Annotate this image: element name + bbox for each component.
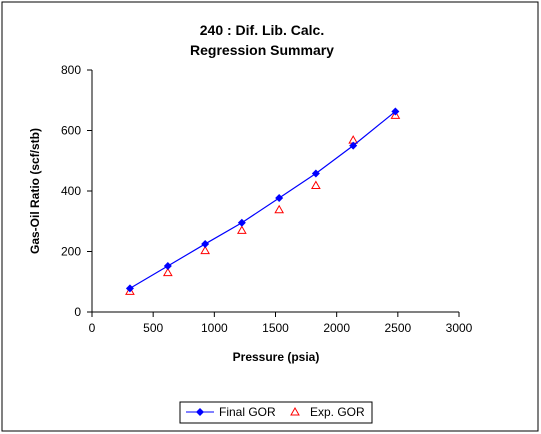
legend-exp-gor-label: Exp. GOR <box>310 405 365 419</box>
y-tick-label: 400 <box>61 184 81 198</box>
x-axis-title: Pressure (psia) <box>233 350 320 364</box>
y-tick-label: 600 <box>61 124 81 138</box>
final-gor-point <box>237 218 246 227</box>
legend-final-gor-label: Final GOR <box>219 405 276 419</box>
y-tick-label: 200 <box>61 245 81 259</box>
x-tick-label: 2000 <box>323 321 350 335</box>
exp-gor-point <box>162 267 173 277</box>
final-gor-point <box>391 107 400 116</box>
x-tick-label: 500 <box>143 321 163 335</box>
y-tick-label: 800 <box>61 63 81 77</box>
exp-gor-point <box>200 245 211 255</box>
y-tick-label: 0 <box>74 305 81 319</box>
x-tick-label: 1500 <box>262 321 289 335</box>
final-gor-line <box>129 110 396 289</box>
exp-gor-point <box>311 180 321 190</box>
x-tick-label: 0 <box>89 321 96 335</box>
final-gor-point <box>163 262 172 271</box>
legend-diamond-icon <box>196 408 204 416</box>
chart-title-line1: 240 : Dif. Lib. Calc. <box>200 22 324 38</box>
exp-gor-point <box>274 204 285 214</box>
final-gor-point <box>311 169 320 178</box>
exp-gor-point <box>236 225 247 234</box>
tick-labels: 0 500 1000 1500 2000 2500 3000 0 200 400 600 800 <box>61 63 473 335</box>
x-tick-label: 2500 <box>384 321 411 335</box>
x-tick-label: 1000 <box>201 321 228 335</box>
final-gor-point <box>201 239 210 248</box>
axis-ticks <box>87 69 460 317</box>
chart-title-line2: Regression Summary <box>190 42 334 58</box>
series-layer <box>125 107 401 295</box>
final-gor-point <box>275 193 284 202</box>
y-axis-title: Gas-Oil Ratio (scf/stb) <box>28 128 42 254</box>
legend-box <box>179 401 373 424</box>
x-tick-label: 3000 <box>446 321 473 335</box>
final-gor-point <box>125 284 134 293</box>
exp-gor-point <box>125 286 135 295</box>
legend-triangle-icon <box>290 406 300 416</box>
final-gor-point <box>349 141 358 150</box>
legend: Final GOR Exp. GOR <box>179 401 373 424</box>
exp-gor-point <box>390 110 401 119</box>
